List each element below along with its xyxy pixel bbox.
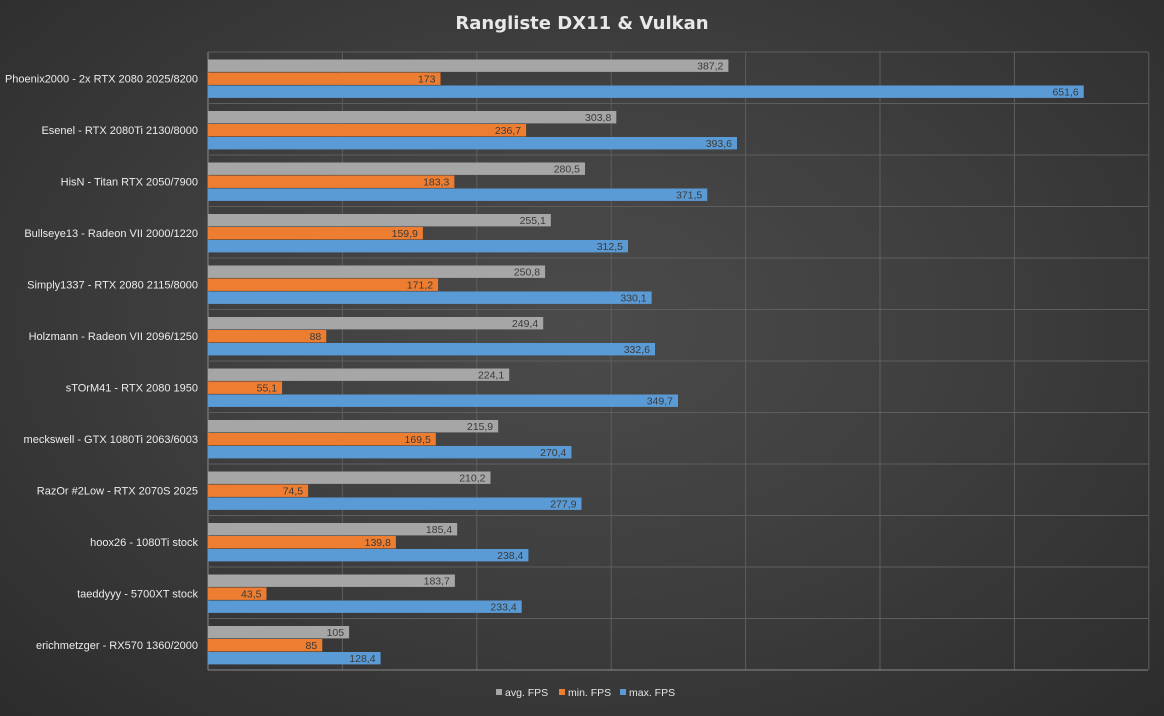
bar-avg xyxy=(208,59,729,72)
legend-swatch-avg xyxy=(496,689,502,695)
chart-title: Rangliste DX11 & Vulkan xyxy=(455,13,708,34)
category-label: Holzmann - Radeon VII 2096/1250 xyxy=(29,331,198,343)
data-label-max: 371,5 xyxy=(676,190,702,202)
bar-avg xyxy=(208,214,551,227)
bar-min xyxy=(208,433,436,446)
data-label-avg: 210,2 xyxy=(459,473,485,485)
data-label-avg: 387,2 xyxy=(697,61,723,73)
bar-avg xyxy=(208,162,585,175)
bar-min xyxy=(208,330,327,343)
data-label-avg: 303,8 xyxy=(585,112,611,124)
legend-label-min: min. FPS xyxy=(568,687,611,699)
data-label-avg: 280,5 xyxy=(554,164,580,176)
data-label-min: 85 xyxy=(306,640,318,652)
category-label: Esenel - RTX 2080Ti 2130/8000 xyxy=(41,125,198,137)
data-label-max: 349,7 xyxy=(647,396,673,408)
gridlines xyxy=(207,51,1150,671)
data-label-min: 55,1 xyxy=(257,383,278,395)
data-label-avg: 249,4 xyxy=(512,318,538,330)
data-label-max: 330,1 xyxy=(620,293,646,305)
bars: 387,2 173 651,6 303,8 236,7 393,6 280,5 183,3 37… xyxy=(208,59,1084,665)
bar-avg xyxy=(208,420,499,433)
data-label-max: 233,4 xyxy=(490,602,516,614)
legend-label-max: max. FPS xyxy=(629,687,675,699)
data-label-avg: 250,8 xyxy=(514,267,540,279)
bar-min xyxy=(208,72,441,85)
bar-avg xyxy=(208,471,491,484)
data-label-min: 139,8 xyxy=(365,537,391,549)
category-label: taeddyyy - 5700XT stock xyxy=(77,589,198,601)
data-label-min: 169,5 xyxy=(405,434,431,446)
bar-min xyxy=(208,587,267,600)
data-label-min: 183,3 xyxy=(423,177,449,189)
data-label-avg: 183,7 xyxy=(424,576,450,588)
bar-avg xyxy=(208,265,546,278)
category-label: HisN - Titan RTX 2050/7900 xyxy=(61,177,198,189)
data-label-min: 88 xyxy=(310,331,322,343)
bar-max xyxy=(208,497,582,510)
data-label-min: 236,7 xyxy=(495,125,521,137)
category-label: erichmetzger - RX570 1360/2000 xyxy=(36,640,198,652)
category-label: Simply1337 - RTX 2080 2115/8000 xyxy=(27,280,198,292)
bar-max xyxy=(208,343,656,356)
bar-avg xyxy=(208,626,350,639)
category-labels: Phoenix2000 - 2x RTX 2080 2025/8200 Esene… xyxy=(5,74,199,653)
bar-min xyxy=(208,278,439,291)
bar-max xyxy=(208,240,628,253)
data-label-avg: 255,1 xyxy=(520,215,546,227)
data-label-max: 393,6 xyxy=(706,138,732,150)
bar-min xyxy=(208,175,455,188)
category-label: Bullseye13 - Radeon VII 2000/1220 xyxy=(24,228,198,240)
bar-avg xyxy=(208,317,544,330)
data-label-avg: 105 xyxy=(327,627,345,639)
data-label-min: 74,5 xyxy=(283,486,304,498)
bar-max xyxy=(208,291,652,304)
bar-min xyxy=(208,536,396,549)
data-label-max: 128,4 xyxy=(349,653,375,665)
category-label: hoox26 - 1080Ti stock xyxy=(90,537,198,549)
legend-swatch-max xyxy=(620,689,626,695)
bar-max xyxy=(208,652,381,665)
bar-max xyxy=(208,600,522,613)
bar-min xyxy=(208,381,283,394)
data-label-max: 270,4 xyxy=(540,447,566,459)
bar-min xyxy=(208,639,323,652)
bar-avg xyxy=(208,368,510,381)
legend: avg. FPS min. FPS max. FPS xyxy=(496,687,675,699)
data-label-avg: 215,9 xyxy=(467,421,493,433)
data-label-avg: 185,4 xyxy=(426,524,452,536)
data-label-max: 332,6 xyxy=(624,344,650,356)
bar-max xyxy=(208,446,572,459)
legend-swatch-min xyxy=(559,689,565,695)
bar-min xyxy=(208,124,527,137)
data-label-max: 651,6 xyxy=(1052,87,1078,99)
category-label: meckswell - GTX 1080Ti 2063/6003 xyxy=(24,434,198,446)
data-label-avg: 224,1 xyxy=(478,370,504,382)
bar-max xyxy=(208,137,737,150)
bar-avg xyxy=(208,523,458,536)
bar-max xyxy=(208,188,708,201)
bar-avg xyxy=(208,574,455,587)
bar-min xyxy=(208,484,309,497)
legend-label-avg: avg. FPS xyxy=(505,687,548,699)
data-label-min: 43,5 xyxy=(241,589,262,601)
bar-avg xyxy=(208,111,617,124)
category-label: Phoenix2000 - 2x RTX 2080 2025/8200 xyxy=(5,74,198,86)
bar-max xyxy=(208,85,1084,98)
data-label-min: 171,2 xyxy=(407,280,433,292)
data-label-max: 277,9 xyxy=(550,499,576,511)
bar-max xyxy=(208,394,678,407)
bar-min xyxy=(208,227,423,240)
data-label-max: 312,5 xyxy=(597,241,623,253)
category-label: sTOrM41 - RTX 2080 1950 xyxy=(66,383,198,395)
bar-max xyxy=(208,549,529,562)
data-label-max: 238,4 xyxy=(497,550,523,562)
category-label: RazOr #2Low - RTX 2070S 2025 xyxy=(37,486,198,498)
data-label-min: 159,9 xyxy=(392,228,418,240)
data-label-min: 173 xyxy=(418,74,436,86)
